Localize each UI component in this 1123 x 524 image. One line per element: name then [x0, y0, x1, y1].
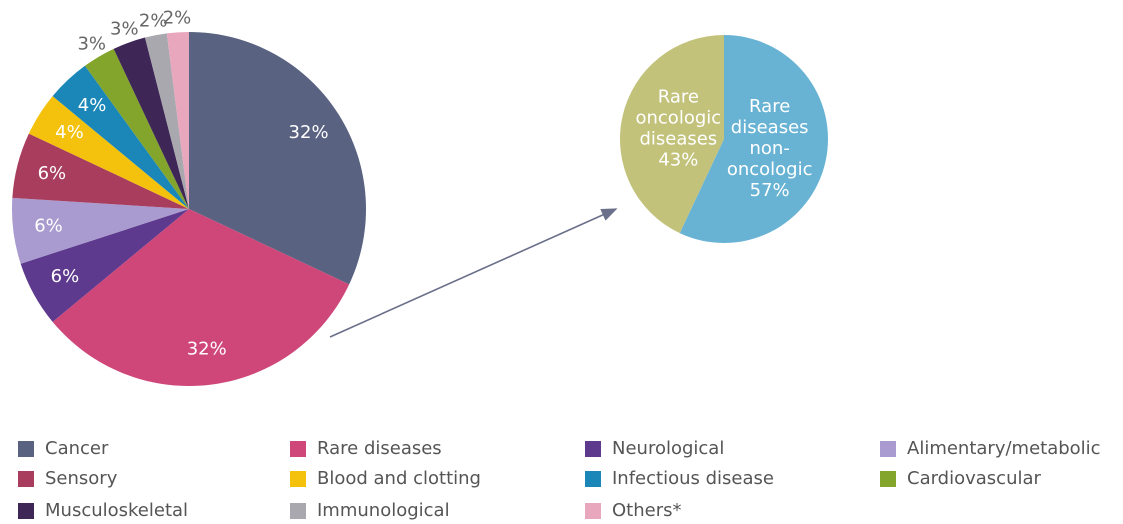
slice-value-label: 43%: [658, 149, 698, 170]
pie-slice: [189, 32, 367, 285]
pie-slice: [113, 37, 189, 210]
legend-label: Cardiovascular: [907, 468, 1042, 489]
legend-label: Immunological: [317, 500, 450, 521]
pie-slice: [52, 65, 189, 210]
legend-label: Musculoskeletal: [45, 500, 188, 521]
legend-swatch: [290, 471, 306, 487]
slice-value-label: 32%: [187, 338, 227, 359]
slice-value-label: 6%: [34, 216, 63, 237]
legend-label: Rare diseases: [317, 438, 442, 459]
connector-arrow: [329, 208, 618, 338]
slice-label: non-: [750, 138, 790, 159]
legend-swatch: [290, 441, 306, 457]
pie-slice: [28, 96, 189, 209]
slice-value-label: 57%: [750, 180, 790, 201]
pie-slice: [84, 48, 189, 209]
slice-value-label: 2%: [163, 7, 192, 28]
pie-slice: [52, 209, 350, 386]
slice-value-label: 6%: [38, 163, 67, 184]
slice-label: diseases: [731, 117, 809, 138]
slice-label: Rare: [658, 86, 699, 107]
pie-slice: [144, 33, 189, 210]
legend-swatch: [880, 471, 896, 487]
legend-swatch: [880, 441, 896, 457]
slice-label: oncologic: [635, 107, 721, 128]
legend-label: Sensory: [45, 468, 118, 489]
slice-label: diseases: [639, 128, 717, 149]
slice-value-label: 3%: [110, 18, 139, 39]
legend-label: Alimentary/metabolic: [907, 438, 1101, 459]
slice-value-label: 3%: [77, 34, 106, 55]
pie-slice: [620, 35, 724, 234]
pie-slice: [20, 209, 190, 322]
slice-value-label: 4%: [78, 95, 107, 116]
legend-label: Infectious disease: [612, 468, 774, 489]
slice-value-label: 4%: [55, 122, 84, 143]
legend-swatch: [585, 503, 601, 519]
legend-label: Others*: [612, 500, 682, 521]
legend-swatch: [18, 441, 34, 457]
slice-value-label: 2%: [139, 10, 168, 31]
slice-value-label: 6%: [51, 266, 80, 287]
legend-label: Cancer: [45, 438, 109, 459]
legend-label: Neurological: [612, 438, 724, 459]
slice-value-label: 32%: [289, 122, 329, 143]
legend-swatch: [585, 471, 601, 487]
legend-label: Blood and clotting: [317, 468, 481, 489]
legend-swatch: [18, 503, 34, 519]
slice-label: Rare: [749, 96, 790, 117]
pie-slice: [12, 133, 189, 209]
pie-slice: [166, 32, 189, 209]
legend-swatch: [18, 471, 34, 487]
legend-swatch: [585, 441, 601, 457]
slice-label: oncologic: [727, 159, 813, 180]
pie-slice: [11, 197, 189, 264]
pie-slice: [679, 35, 828, 243]
legend-swatch: [290, 503, 306, 519]
